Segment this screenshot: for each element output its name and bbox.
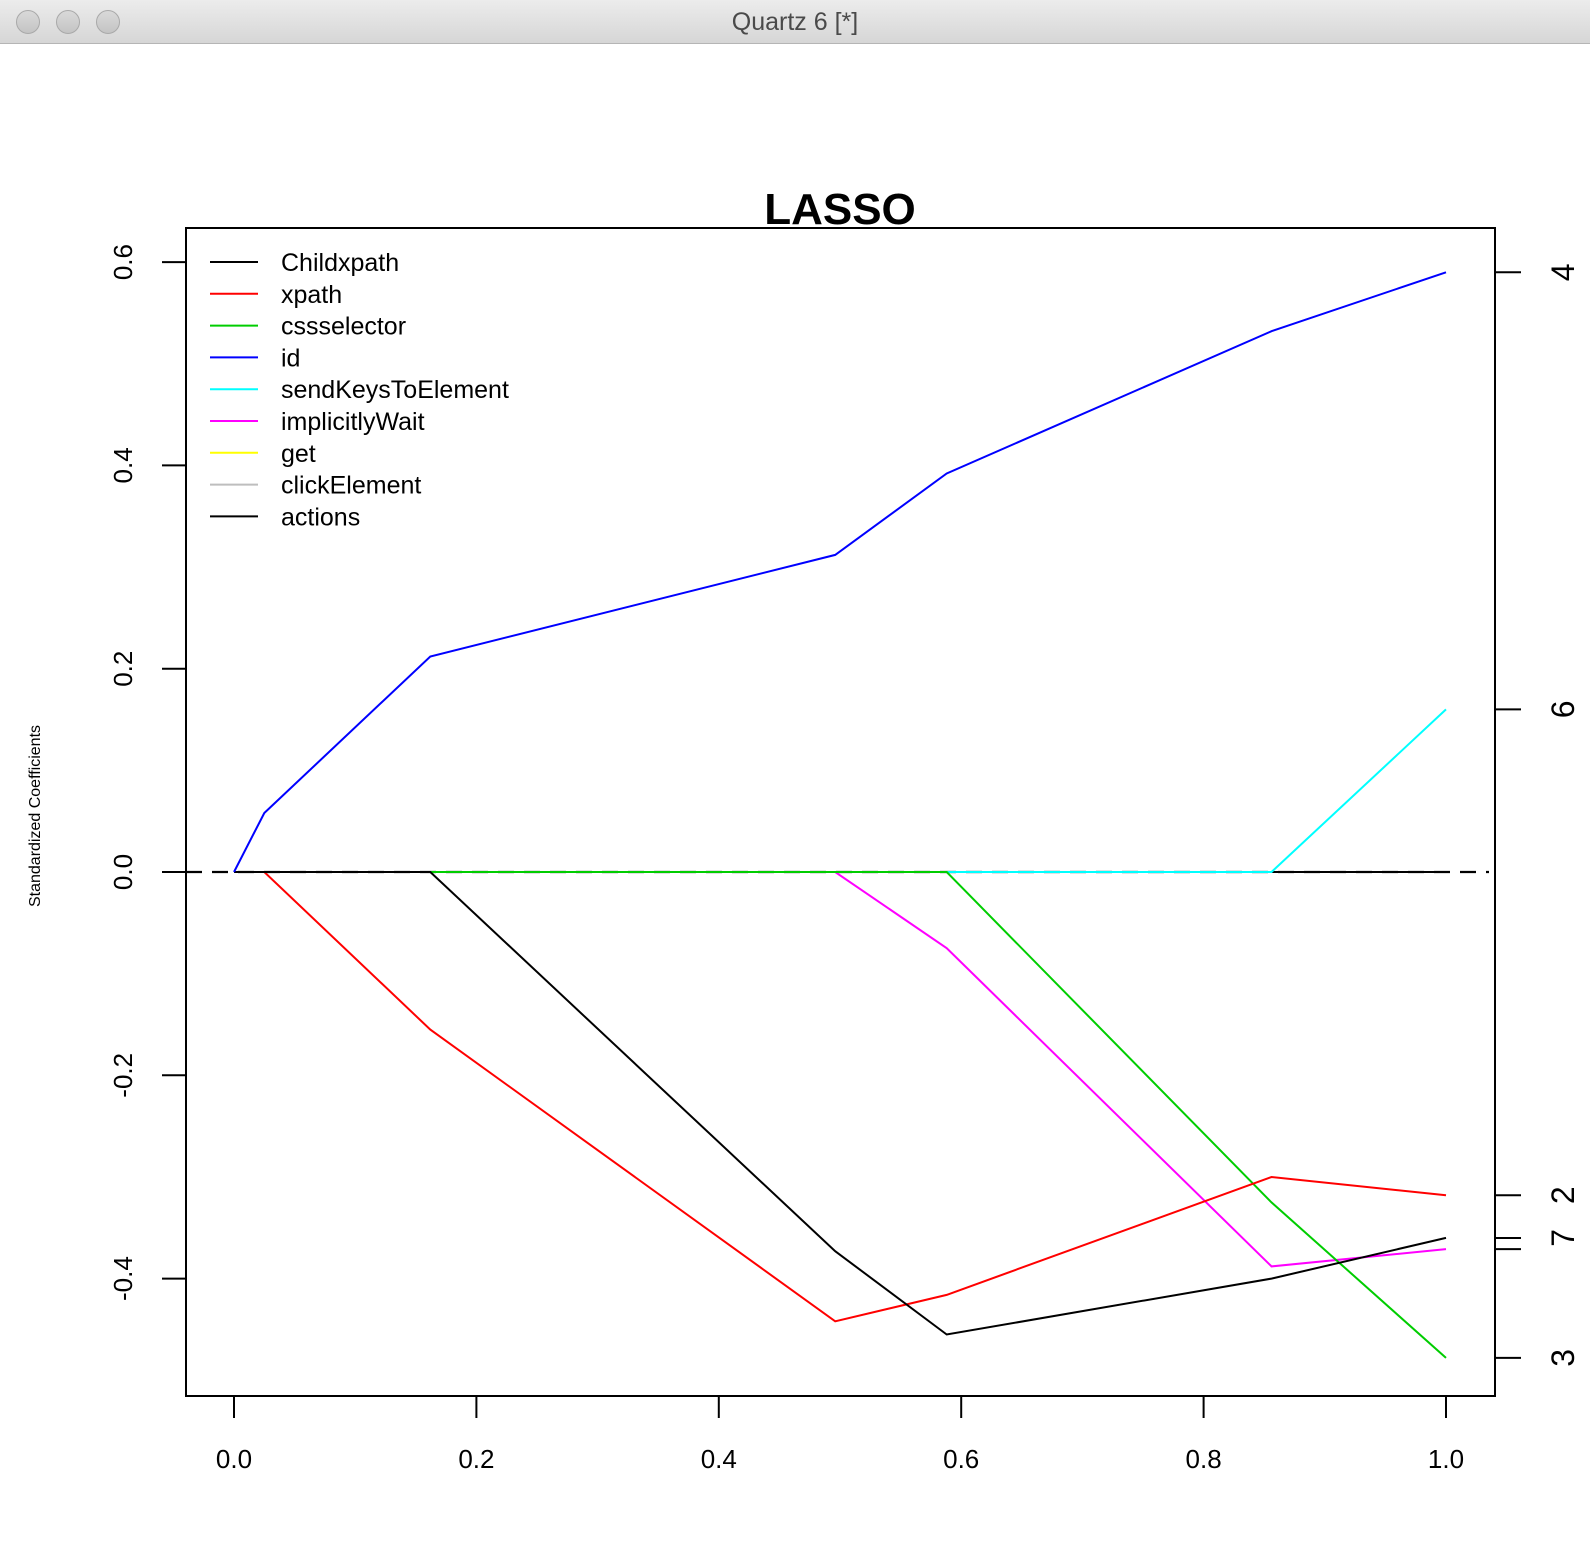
chart-title: LASSO [764, 185, 916, 234]
x-tick-label: 0.0 [216, 1444, 252, 1474]
legend-label-Childxpath: Childxpath [281, 249, 399, 277]
right-tick-label: 7 [1545, 1229, 1581, 1247]
right-tick-label: 4 [1545, 263, 1581, 281]
y-axis-label: Standardized Coefficients [27, 725, 44, 907]
series-line-sendKeysToElement [234, 708, 1447, 873]
x-tick-label: 0.6 [943, 1444, 979, 1474]
right-tick-label: 2 [1545, 1186, 1581, 1204]
legend-label-sendKeysToElement: sendKeysToElement [281, 376, 509, 404]
plot-frame [185, 227, 1496, 1397]
close-button[interactable] [16, 10, 40, 34]
y-tick-label: 0.2 [108, 651, 138, 687]
x-tick-label: 0.8 [1186, 1444, 1222, 1474]
legend-label-clickElement: clickElement [281, 472, 421, 500]
y-tick-label: 0.4 [108, 447, 138, 483]
y-tick-label: -0.2 [108, 1053, 138, 1098]
x-tick-label: 0.2 [458, 1444, 494, 1474]
window-title: Quartz 6 [*] [731, 8, 859, 36]
y-tick-label: 0.6 [108, 244, 138, 280]
y-tick-label: 0.0 [108, 854, 138, 890]
plot-area: LASSO Standardized Coefficients 0.0 0.2 0.… [0, 44, 1590, 1554]
window-titlebar: Quartz 6 [*] [0, 0, 1590, 44]
right-tick-label: 3 [1545, 1349, 1581, 1367]
legend-label-cssselector: cssselector [281, 313, 406, 341]
series-line-implicitlyWait [234, 871, 1447, 1268]
minimize-button[interactable] [56, 10, 80, 34]
x-tick-label: 0.4 [701, 1444, 737, 1474]
legend-label-get: get [281, 440, 316, 468]
series-line-id [233, 271, 1447, 873]
legend-label-id: id [281, 344, 300, 372]
series-line-cssselector [234, 871, 1447, 1359]
zoom-button[interactable] [96, 10, 120, 34]
legend-label-xpath: xpath [281, 281, 342, 309]
y-tick-label: -0.4 [108, 1256, 138, 1301]
lasso-chart: LASSO Standardized Coefficients 0.0 0.2 0.… [27, 185, 1581, 1474]
legend-label-implicitlyWait: implicitlyWait [281, 408, 425, 436]
series-line-actions [234, 871, 1447, 1336]
right-tick-label: 6 [1545, 701, 1581, 719]
legend-label-actions: actions [281, 503, 360, 531]
x-tick-label: 1.0 [1428, 1444, 1464, 1474]
